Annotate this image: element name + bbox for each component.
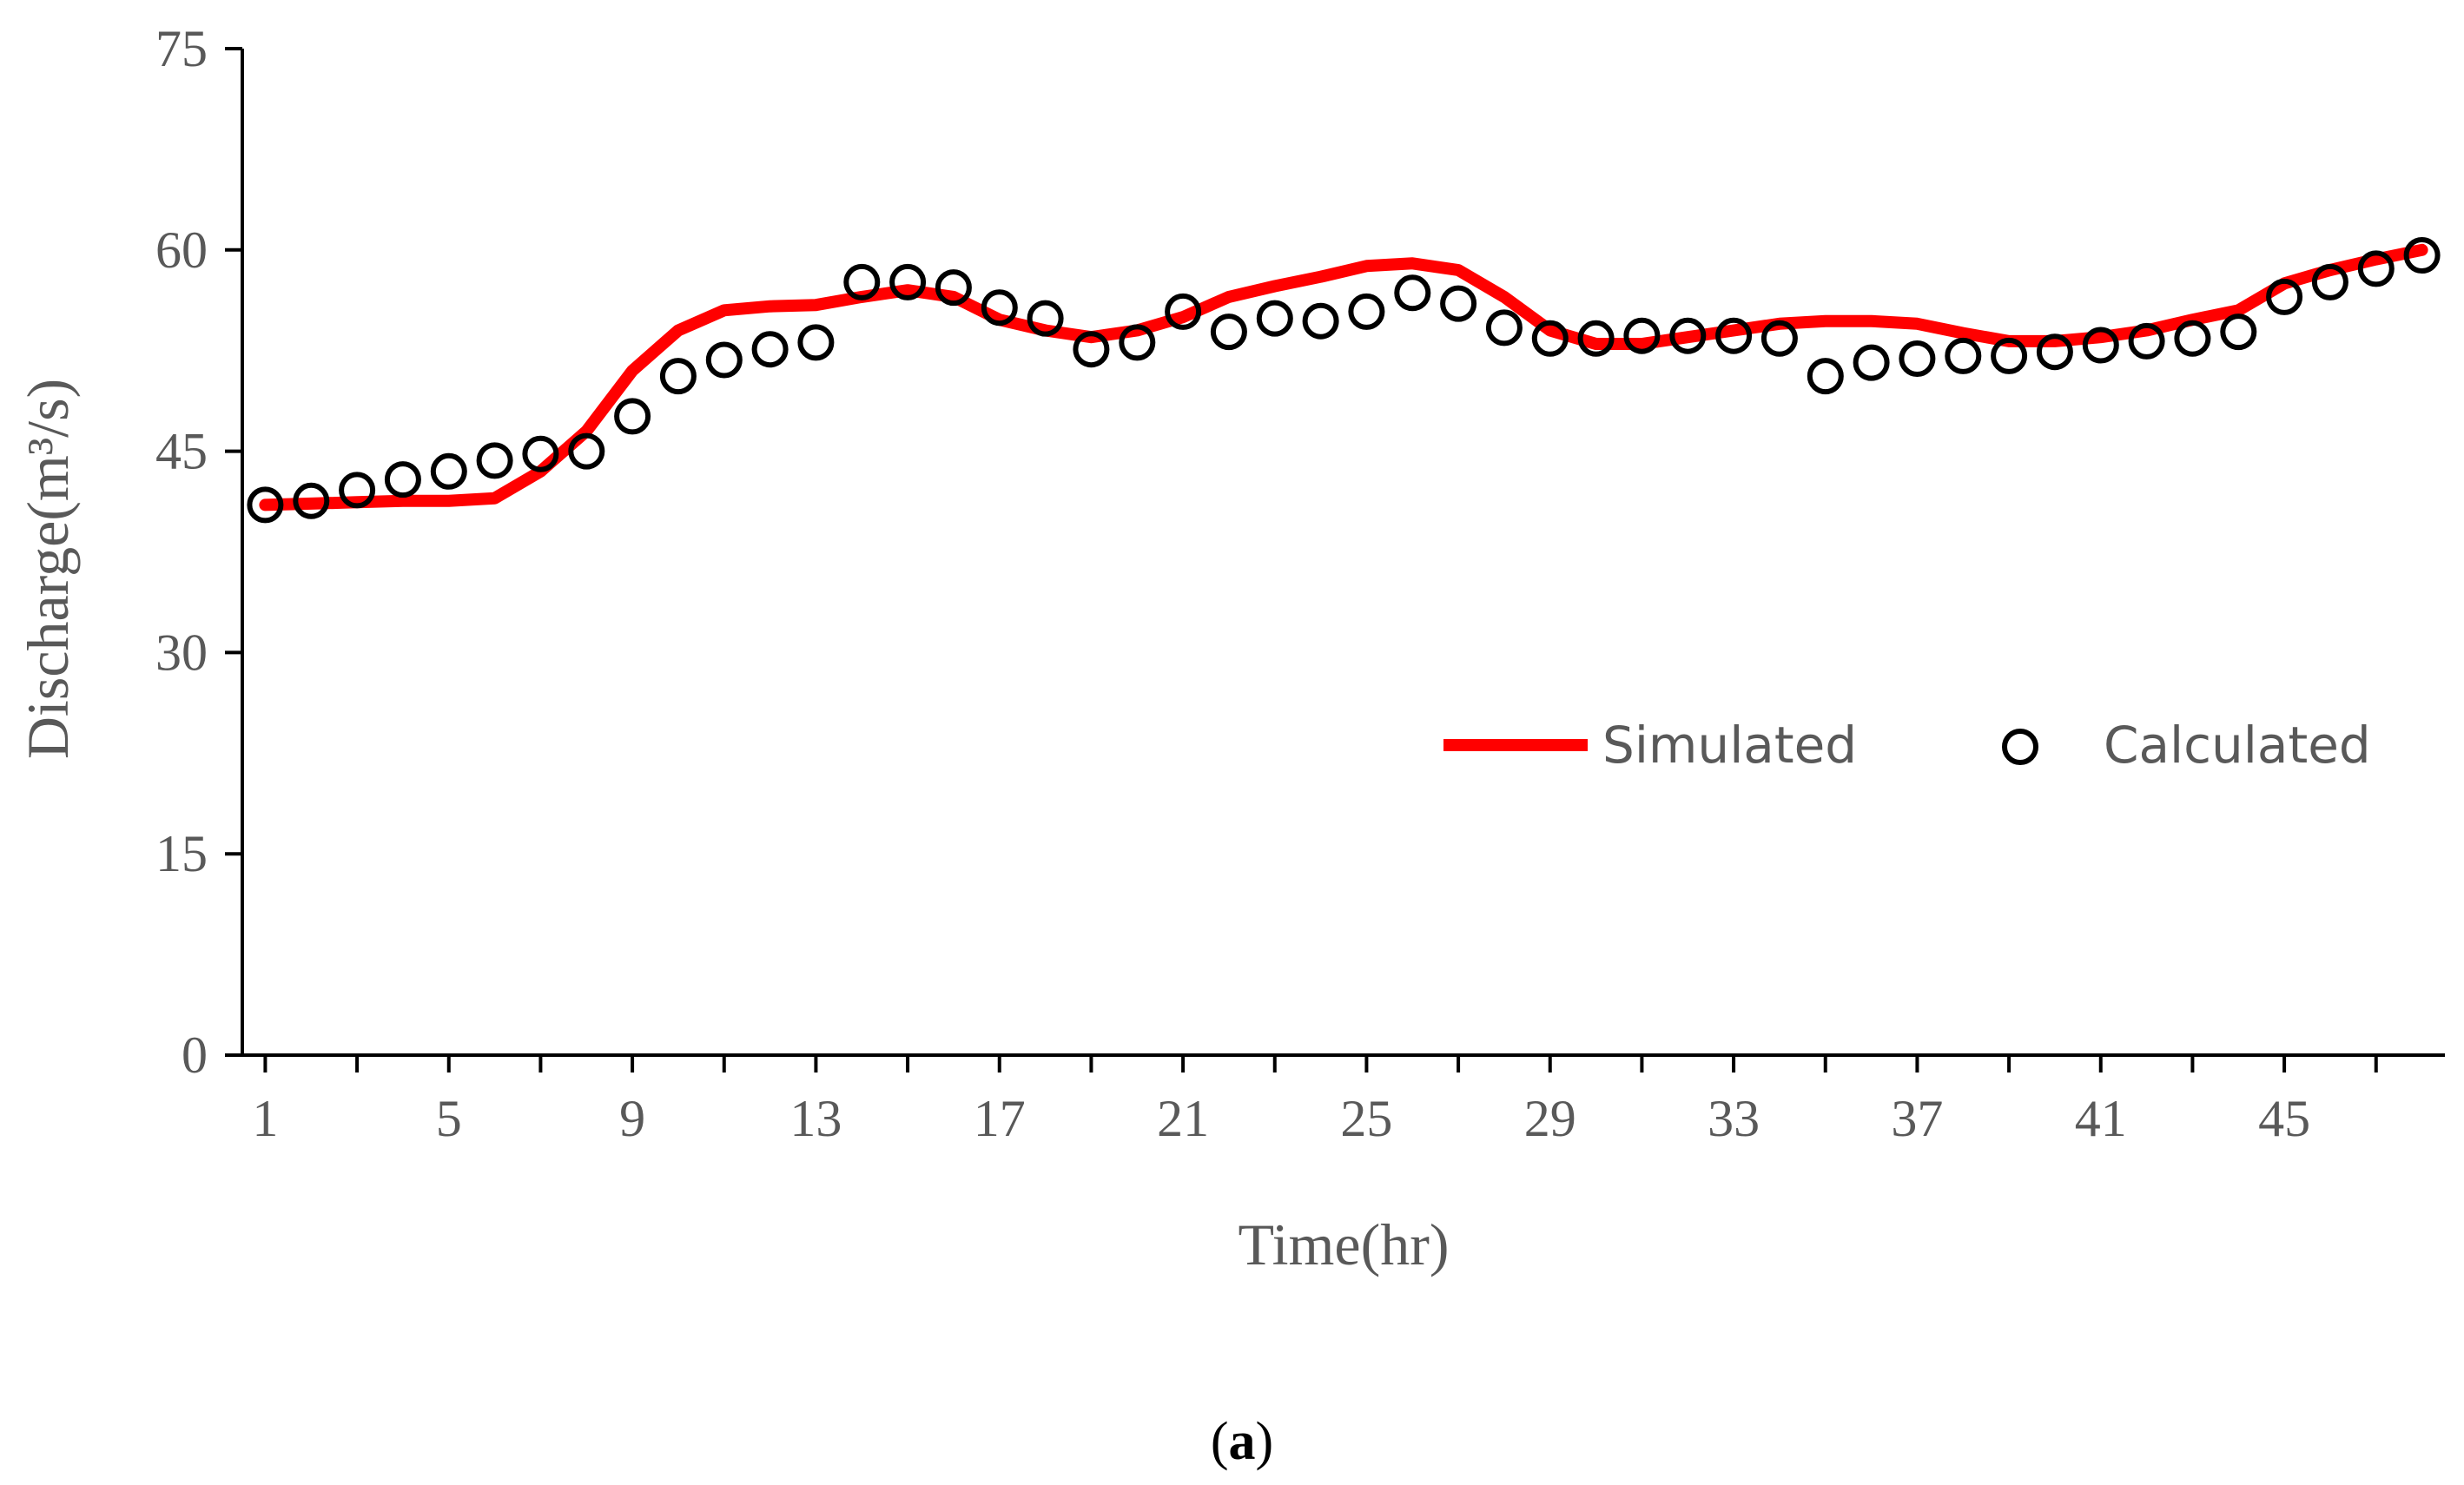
x-tick-label: 33: [1708, 1090, 1760, 1147]
calculated-point: [1348, 293, 1385, 330]
calculated-point: [2403, 237, 2441, 274]
calculated-point: [1945, 337, 1982, 374]
calculated-point: [247, 486, 284, 524]
plot-area: [247, 237, 2441, 524]
x-tick-label: 1: [252, 1090, 278, 1147]
y-tick-label: 45: [155, 423, 208, 480]
legend-simulated-label: Simulated: [1602, 716, 1857, 775]
calculated-point: [384, 461, 421, 498]
calculated-point: [1440, 285, 1477, 322]
calculated-point: [2266, 278, 2303, 315]
calculated-point: [751, 331, 789, 368]
calculated-point: [935, 269, 972, 307]
calculated-point: [797, 324, 835, 361]
calculated-point: [1531, 320, 1569, 357]
y-axis-ticks: 0 15 30 45 60 75: [155, 20, 242, 1084]
x-tick-label: 21: [1157, 1090, 1209, 1147]
calculated-point: [2036, 333, 2073, 371]
figure-caption: (a): [1211, 1412, 1273, 1471]
calculated-point: [2128, 322, 2165, 360]
calculated-point: [1669, 317, 1707, 354]
calculated-point: [659, 358, 697, 395]
calculated-point: [1119, 324, 1156, 361]
calculated-point: [1577, 320, 1615, 357]
x-tick-label: 9: [619, 1090, 645, 1147]
legend-calculated-label: Calculated: [2104, 716, 2371, 775]
x-tick-label: 17: [974, 1090, 1026, 1147]
calculated-point: [2220, 314, 2257, 351]
calculated-point: [2357, 250, 2395, 287]
calculated-point: [1485, 309, 1523, 346]
calculated-point: [1394, 274, 1431, 312]
calculated-point: [981, 289, 1018, 327]
calculated-point: [293, 482, 330, 519]
x-tick-label: 13: [789, 1090, 842, 1147]
calculated-point: [1899, 340, 1936, 377]
calculated-point: [476, 442, 513, 479]
calculated-point: [1302, 302, 1339, 340]
calculated-point: [1256, 300, 1293, 337]
calculated-point: [1623, 317, 1661, 354]
calculated-point: [2311, 263, 2348, 300]
calculated-point: [1165, 293, 1202, 330]
x-axis-ticks: 1 5 9 13 17 21 25 29 33 37 41 45: [252, 1055, 2378, 1147]
y-tick-label: 30: [155, 624, 208, 681]
x-tick-label: 25: [1340, 1090, 1392, 1147]
x-tick-label: 41: [2075, 1090, 2127, 1147]
calculated-point: [843, 263, 881, 300]
y-tick-label: 60: [155, 221, 208, 279]
calculated-point: [339, 472, 376, 509]
calculated-point: [430, 452, 467, 490]
calculated-point: [2174, 320, 2211, 357]
x-tick-label: 45: [2258, 1090, 2310, 1147]
x-tick-label: 5: [436, 1090, 462, 1147]
calculated-point: [568, 432, 605, 470]
x-tick-label: 29: [1524, 1090, 1576, 1147]
y-tick-label: 75: [155, 20, 208, 77]
calculated-point: [1210, 314, 1247, 351]
calculated-point: [614, 398, 651, 435]
calculated-point: [1715, 317, 1753, 354]
y-tick-label: 15: [155, 825, 208, 882]
x-tick-label: 37: [1891, 1090, 1943, 1147]
y-tick-label: 0: [182, 1026, 208, 1084]
calculated-point: [522, 435, 559, 472]
calculated-point: [1073, 331, 1110, 368]
legend: Simulated Calculated: [1443, 716, 2371, 775]
x-axis-title: Time(hr): [1238, 1211, 1449, 1277]
calculated-point: [705, 341, 743, 379]
calculated-point: [2082, 327, 2119, 364]
y-axis-title: Discharge(m³/s): [15, 379, 81, 759]
calculated-point: [1853, 344, 1890, 381]
calculated-point: [1991, 337, 2028, 374]
calculated-point: [889, 263, 927, 300]
calculated-point: [1760, 320, 1798, 357]
legend-calculated-marker: [2002, 729, 2038, 765]
calculated-point: [1807, 358, 1844, 395]
calculated-point: [1027, 300, 1064, 337]
